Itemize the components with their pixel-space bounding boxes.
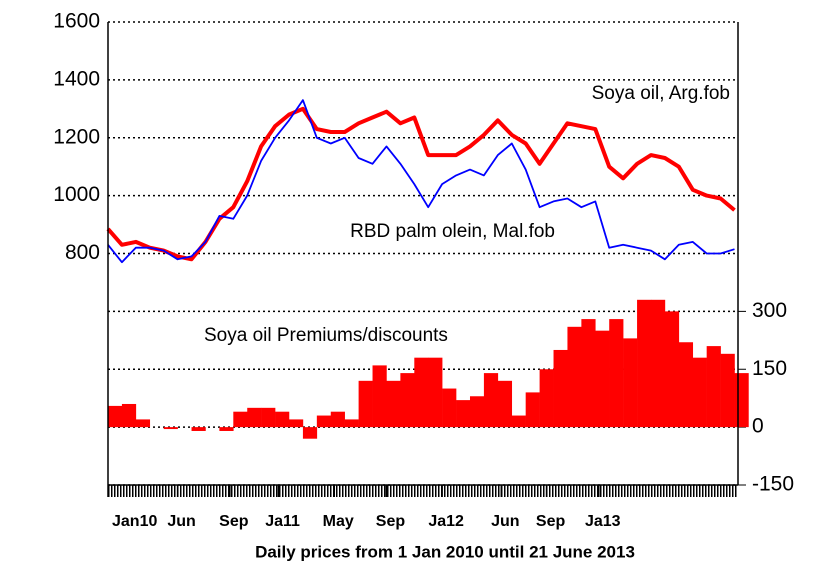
bar <box>330 411 345 428</box>
bar <box>469 396 485 428</box>
bar <box>400 373 415 428</box>
x-axis-label: Daily prices from 1 Jan 2010 until 21 Ju… <box>255 542 635 561</box>
bar <box>623 338 638 428</box>
bar <box>247 407 262 428</box>
bar <box>302 427 318 439</box>
y2-tick-label: 150 <box>752 357 787 380</box>
bar <box>135 419 151 428</box>
bar <box>456 400 471 428</box>
y-tick-label: 1600 <box>53 10 100 33</box>
x-tick-label: Jan10 <box>112 513 157 530</box>
bar <box>275 411 290 428</box>
bar <box>163 427 178 430</box>
bar <box>288 419 304 428</box>
series-label: RBD palm olein, Mal.fob <box>350 221 555 242</box>
bar <box>650 299 666 428</box>
bar <box>637 299 652 428</box>
bar <box>344 419 359 428</box>
bar <box>539 369 554 428</box>
minor-tick-hatch <box>108 485 738 497</box>
x-tick-label: Jun <box>491 513 519 530</box>
x-tick-label: Sep <box>376 513 406 530</box>
bar <box>706 346 721 428</box>
y2-tick-label: 300 <box>752 299 787 322</box>
x-tick-label: Ja13 <box>585 513 621 530</box>
bar <box>609 319 624 428</box>
bar <box>414 357 429 428</box>
bar <box>581 319 596 428</box>
x-tick-label: Ja12 <box>428 513 464 530</box>
bar <box>191 427 206 431</box>
bar <box>595 330 610 428</box>
bar <box>567 326 582 428</box>
bar <box>497 380 513 428</box>
bar <box>261 407 276 428</box>
bar <box>316 415 332 428</box>
bar <box>483 373 499 428</box>
y-tick-label: 1000 <box>53 183 100 206</box>
line <box>107 99 735 264</box>
x-tick-label: May <box>323 513 354 530</box>
x-tick-label: Ja11 <box>265 513 300 530</box>
bar <box>664 311 680 428</box>
y2-tick-label: 0 <box>752 415 764 438</box>
bar <box>442 388 457 428</box>
bar <box>678 342 694 428</box>
bar <box>511 415 526 428</box>
bar <box>233 411 248 428</box>
y-tick-label: 800 <box>65 241 100 264</box>
x-tick-label: Sep <box>536 513 566 530</box>
x-tick-label: Jun <box>167 513 195 530</box>
bar <box>428 357 443 428</box>
y2-tick-label: -150 <box>752 473 794 496</box>
bar <box>692 357 707 428</box>
x-tick-label: Sep <box>219 513 249 530</box>
series-label: Soya oil Premiums/discounts <box>204 325 448 346</box>
bar <box>525 392 540 428</box>
bar <box>386 380 401 428</box>
bar <box>372 365 387 428</box>
series-label: Soya oil, Arg.fob <box>592 83 730 104</box>
y-tick-label: 1400 <box>53 67 100 90</box>
y-tick-label: 1200 <box>53 125 100 148</box>
bar <box>108 405 123 428</box>
bar <box>720 353 735 428</box>
bar <box>734 373 749 428</box>
bar <box>553 349 568 428</box>
bar <box>121 403 137 428</box>
bar <box>358 380 373 428</box>
bar <box>219 427 234 431</box>
